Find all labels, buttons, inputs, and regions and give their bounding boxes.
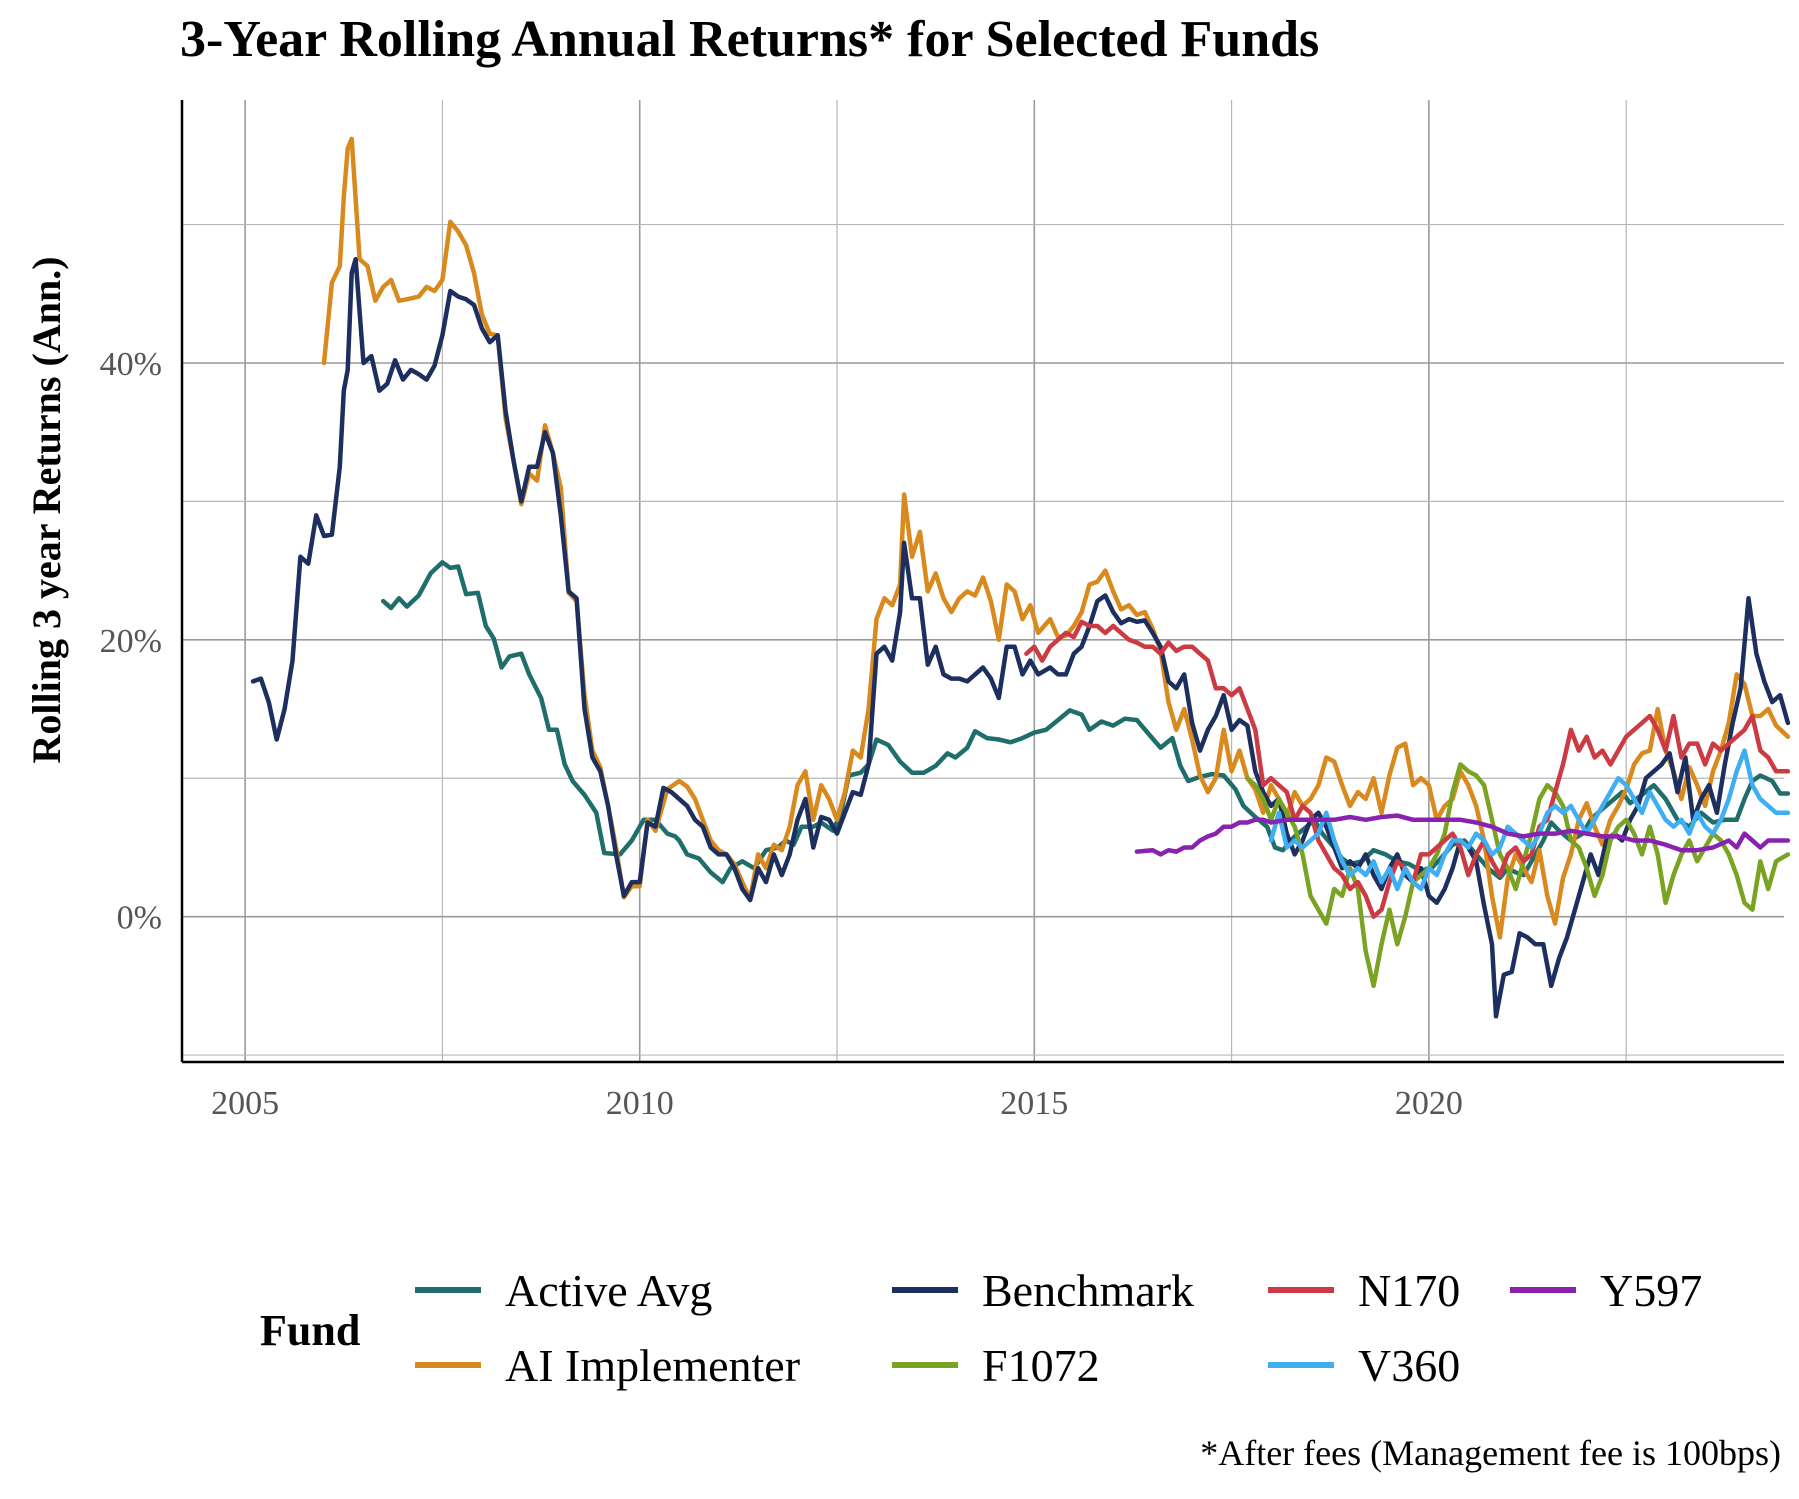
series-line-v360 (1268, 748, 1791, 892)
series-line-y597 (1134, 813, 1791, 857)
y-tick-label: 20% (100, 623, 162, 660)
axes (180, 100, 1784, 1064)
legend-label-y597: Y597 (1600, 1265, 1702, 1316)
series-line-f1072 (1245, 762, 1791, 989)
x-tick-label: 2010 (606, 1085, 674, 1122)
x-tick-label: 2015 (1000, 1085, 1068, 1122)
x-tick-label: 2020 (1395, 1085, 1463, 1122)
legend-label-f1072: F1072 (982, 1340, 1100, 1391)
series-line-benchmark (250, 256, 1791, 1019)
series-line-ai-implementer (321, 136, 1791, 940)
legend-label-active-avg: Active Avg (505, 1265, 712, 1316)
grid-lines (182, 100, 1784, 1062)
series-line-active-avg (380, 560, 1791, 885)
x-tick-label: 2005 (211, 1085, 279, 1122)
legend-label-n170: N170 (1358, 1265, 1460, 1316)
legend: Fund Active Avg AI Implementer Benchmark F1… (260, 1265, 1702, 1391)
y-tick-label: 0% (117, 900, 162, 937)
y-tick-label: 40% (100, 346, 162, 383)
tick-labels: 2005 2010 2015 2020 0% 20% 40% (100, 346, 1463, 1122)
legend-label-benchmark: Benchmark (982, 1265, 1194, 1316)
legend-label-ai-implementer: AI Implementer (505, 1340, 800, 1391)
series-lines (250, 136, 1791, 1019)
legend-label-v360: V360 (1358, 1340, 1460, 1391)
chart-caption: *After fees (Management fee is 100bps) (1200, 1433, 1781, 1473)
y-axis-label: Rolling 3 year Returns (Ann.) (24, 256, 69, 763)
chart-title: 3-Year Rolling Annual Returns* for Selec… (180, 11, 1320, 68)
legend-title: Fund (260, 1306, 360, 1355)
